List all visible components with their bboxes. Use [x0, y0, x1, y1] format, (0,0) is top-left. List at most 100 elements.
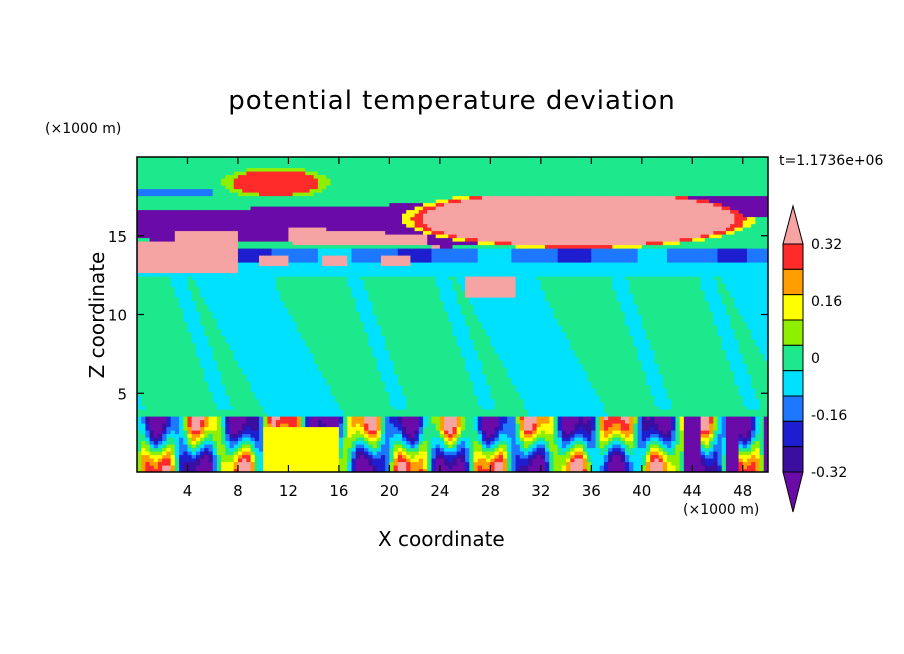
- heatmap-cell: [330, 255, 336, 260]
- heatmap-cell: [292, 276, 298, 281]
- heatmap-cell: [145, 363, 151, 368]
- heatmap-cell: [246, 328, 252, 333]
- heatmap-cell: [237, 356, 243, 361]
- heatmap-cell: [317, 202, 323, 207]
- heatmap-cell: [237, 370, 243, 375]
- heatmap-cell: [258, 206, 264, 211]
- heatmap-cell: [153, 384, 159, 389]
- heatmap-cell: [237, 363, 243, 368]
- heatmap-cell: [326, 332, 332, 337]
- heatmap-cell: [288, 409, 294, 414]
- heatmap-cell: [254, 353, 260, 358]
- heatmap-cell: [183, 304, 189, 309]
- heatmap-cell: [208, 335, 214, 340]
- heatmap-cell: [149, 279, 155, 284]
- heatmap-cell: [347, 248, 353, 253]
- heatmap-cell: [317, 167, 323, 172]
- heatmap-cell: [233, 255, 239, 260]
- heatmap-cell: [292, 199, 298, 204]
- heatmap-cell: [343, 227, 348, 232]
- heatmap-cell: [179, 342, 184, 347]
- heatmap-cell: [317, 412, 323, 417]
- heatmap-cell: [162, 216, 168, 221]
- heatmap-cell: [233, 447, 239, 452]
- heatmap-cell: [204, 458, 210, 463]
- heatmap-cell: [137, 304, 142, 309]
- heatmap-cell: [183, 325, 189, 330]
- heatmap-cell: [292, 328, 298, 333]
- heatmap-cell: [258, 335, 264, 340]
- heatmap-cell: [338, 192, 344, 197]
- heatmap-cell: [208, 342, 214, 347]
- heatmap-cell: [284, 160, 290, 165]
- heatmap-cell: [229, 276, 235, 281]
- heatmap-cell: [229, 461, 235, 466]
- heatmap-cell: [229, 412, 235, 417]
- heatmap-cell: [166, 276, 172, 281]
- heatmap-cell: [250, 349, 256, 354]
- heatmap-cell: [237, 346, 243, 351]
- heatmap-cell: [275, 468, 281, 472]
- heatmap-cell: [301, 391, 306, 396]
- heatmap-cell: [174, 374, 180, 379]
- heatmap-cell: [334, 202, 340, 207]
- heatmap-cell: [338, 213, 344, 218]
- heatmap-cell: [229, 311, 235, 316]
- heatmap-cell: [237, 339, 243, 344]
- heatmap-cell: [267, 360, 273, 365]
- heatmap-cell: [280, 157, 285, 162]
- heatmap-cell: [334, 342, 340, 347]
- heatmap-cell: [271, 269, 277, 274]
- heatmap-cell: [338, 262, 344, 267]
- heatmap-cell: [153, 265, 159, 270]
- heatmap-cell: [221, 297, 226, 302]
- heatmap-cell: [233, 461, 239, 466]
- heatmap-cell: [338, 230, 344, 235]
- heatmap-cell: [322, 251, 327, 256]
- heatmap-cell: [330, 444, 336, 449]
- heatmap-cell: [225, 255, 231, 260]
- heatmap-cell: [229, 339, 235, 344]
- heatmap-cell: [233, 160, 239, 165]
- heatmap-cell: [200, 255, 205, 260]
- heatmap-cell: [317, 363, 323, 368]
- heatmap-cell: [153, 398, 159, 403]
- heatmap-cell: [141, 314, 147, 319]
- heatmap-cell: [145, 430, 151, 435]
- heatmap-cell: [296, 461, 302, 466]
- heatmap-cell: [191, 405, 197, 410]
- heatmap-cell: [338, 370, 344, 375]
- heatmap-cell: [296, 458, 302, 463]
- heatmap-cell: [330, 279, 336, 284]
- heatmap-cell: [237, 300, 243, 305]
- heatmap-cell: [191, 304, 197, 309]
- heatmap-cell: [225, 454, 231, 459]
- heatmap-cell: [309, 419, 315, 424]
- heatmap-cell: [137, 297, 142, 302]
- heatmap-cell: [280, 160, 285, 165]
- heatmap-cell: [254, 216, 260, 221]
- heatmap-cell: [343, 384, 348, 389]
- heatmap-cell: [351, 195, 357, 200]
- heatmap-cell: [162, 209, 168, 214]
- heatmap-cell: [334, 349, 340, 354]
- heatmap-cell: [338, 258, 344, 263]
- heatmap-cell: [284, 241, 290, 246]
- heatmap-cell: [258, 297, 264, 302]
- heatmap-cell: [275, 216, 281, 221]
- heatmap-cell: [141, 160, 147, 165]
- heatmap-cell: [317, 328, 323, 333]
- heatmap-cell: [347, 188, 353, 193]
- heatmap-cell: [254, 279, 260, 284]
- heatmap-cell: [271, 395, 277, 400]
- heatmap-cell: [267, 440, 273, 445]
- heatmap-cell: [292, 304, 298, 309]
- heatmap-cell: [191, 209, 197, 214]
- heatmap-cell: [309, 234, 315, 239]
- heatmap-cell: [195, 346, 201, 351]
- heatmap-cell: [237, 220, 243, 225]
- heatmap-cell: [191, 167, 197, 172]
- heatmap-cell: [229, 216, 235, 221]
- heatmap-cell: [343, 279, 348, 284]
- heatmap-cell: [347, 360, 353, 365]
